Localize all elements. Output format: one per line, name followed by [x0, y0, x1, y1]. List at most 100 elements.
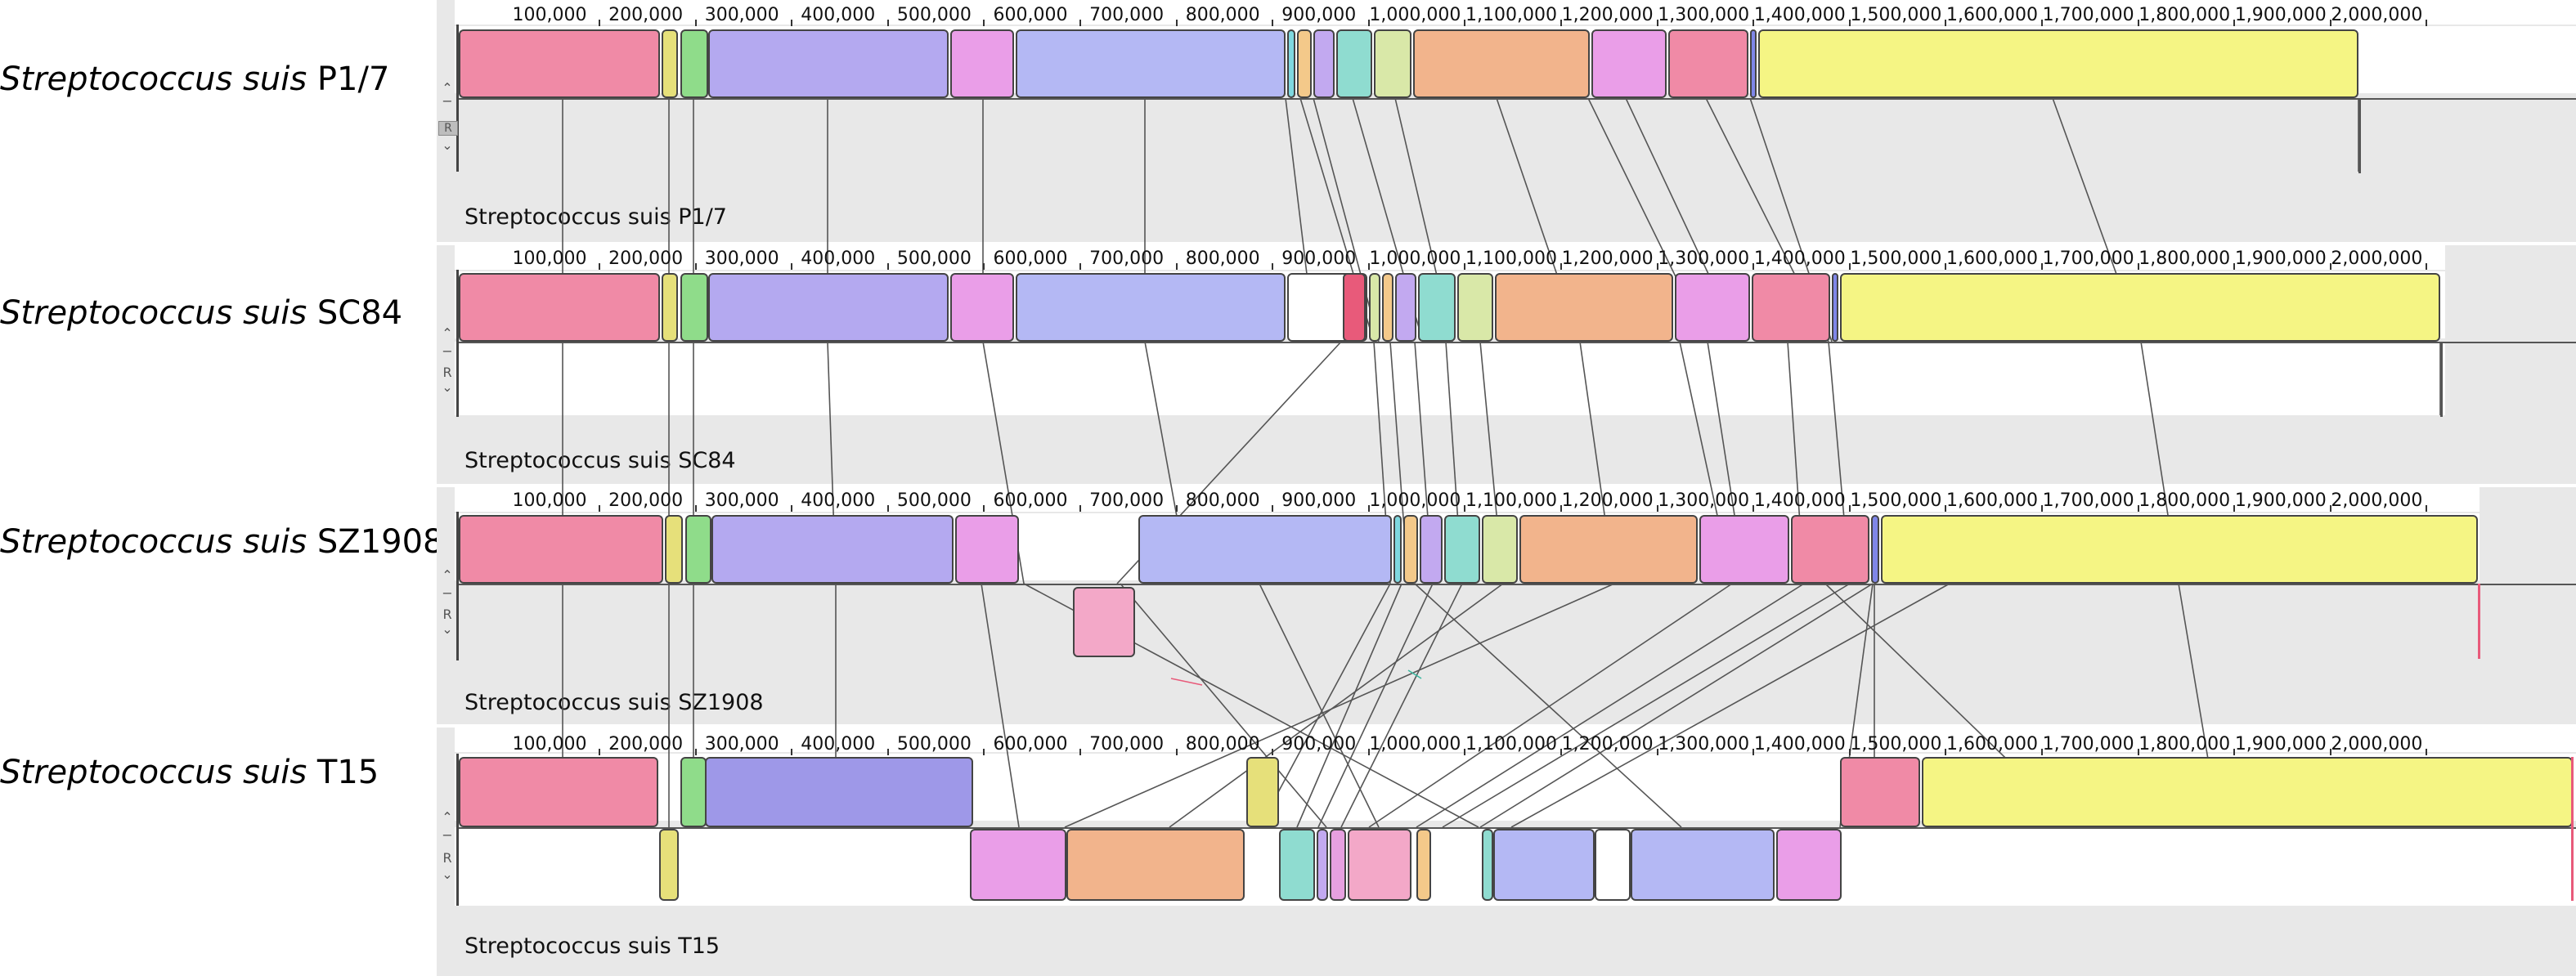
- hide-genome-button[interactable]: −: [442, 93, 453, 109]
- move-up-button[interactable]: ⌃: [442, 325, 453, 341]
- lcb-block[interactable]: [1750, 29, 1757, 98]
- lcb-block[interactable]: [955, 515, 1019, 584]
- hide-genome-button[interactable]: −: [442, 343, 453, 359]
- lcb-block[interactable]: [1871, 515, 1879, 584]
- reverse-complement-button[interactable]: R: [442, 607, 452, 622]
- lcb-block[interactable]: [950, 273, 1014, 342]
- lcb-block[interactable]: [1840, 273, 2440, 342]
- lcb-block[interactable]: [459, 515, 663, 584]
- lcb-block[interactable]: [1413, 29, 1590, 98]
- lcb-block[interactable]: [708, 273, 949, 342]
- lcb-block-reverse[interactable]: [1279, 829, 1315, 901]
- lcb-block[interactable]: [1393, 515, 1402, 584]
- lcb-block[interactable]: [1016, 29, 1286, 98]
- lcb-block[interactable]: [1832, 273, 1838, 342]
- lcb-block-reverse[interactable]: [1348, 829, 1411, 901]
- lcb-block[interactable]: [1297, 29, 1312, 98]
- lcb-block[interactable]: [1382, 273, 1393, 342]
- hide-genome-button[interactable]: −: [442, 827, 453, 843]
- lcb-block[interactable]: [662, 273, 678, 342]
- lcb-block[interactable]: [705, 757, 973, 827]
- ruler-tick-label: 500,000: [896, 490, 972, 511]
- lcb-block[interactable]: [1495, 273, 1673, 342]
- lcb-block[interactable]: [1482, 515, 1518, 584]
- ruler-tick-label: 1,200,000: [1561, 248, 1654, 269]
- ruler-tick-mark: [599, 505, 600, 512]
- lcb-block-reverse[interactable]: [1317, 829, 1328, 901]
- lcb-block[interactable]: [685, 515, 711, 584]
- lcb-block[interactable]: [711, 515, 954, 584]
- ruler-tick-label: 1,000,000: [1369, 5, 1461, 25]
- lcb-block[interactable]: [1420, 515, 1443, 584]
- lcb-block[interactable]: [1752, 273, 1830, 342]
- lcb-block[interactable]: [1675, 273, 1750, 342]
- ruler-tick-label: 800,000: [1185, 490, 1260, 511]
- lcb-block[interactable]: [662, 29, 678, 98]
- lcb-block-reverse[interactable]: [1073, 587, 1135, 657]
- ruler-tick-mark: [2233, 505, 2236, 512]
- lcb-block[interactable]: [1313, 29, 1335, 98]
- lcb-block[interactable]: [680, 757, 707, 827]
- lcb-block[interactable]: [680, 273, 708, 342]
- ruler-tick-label: 1,400,000: [1753, 734, 1846, 754]
- lcb-block[interactable]: [1668, 29, 1748, 98]
- lcb-block[interactable]: [459, 757, 658, 827]
- lcb-block-reverse[interactable]: [1776, 829, 1842, 901]
- lcb-block[interactable]: [1016, 273, 1286, 342]
- reverse-complement-button[interactable]: R: [442, 365, 452, 380]
- ruler-tick-mark: [1945, 20, 1947, 26]
- lcb-block[interactable]: [1922, 757, 2573, 827]
- move-down-button[interactable]: ⌄: [442, 866, 453, 882]
- lcb-block[interactable]: [1369, 273, 1380, 342]
- lcb-block[interactable]: [459, 273, 660, 342]
- lcb-block-reverse[interactable]: [1416, 829, 1431, 901]
- ruler-tick-label: 200,000: [608, 734, 684, 754]
- hide-genome-button[interactable]: −: [442, 585, 453, 601]
- lcb-block-reverse[interactable]: [970, 829, 1066, 901]
- lcb-block[interactable]: [1444, 515, 1480, 584]
- lcb-block[interactable]: [1246, 757, 1279, 827]
- lcb-block[interactable]: [680, 29, 708, 98]
- lcb-block-reverse[interactable]: [1493, 829, 1595, 901]
- lcb-block[interactable]: [1591, 29, 1667, 98]
- lcb-block[interactable]: [1519, 515, 1698, 584]
- lcb-block-reverse[interactable]: [1330, 829, 1346, 901]
- lcb-block-reverse[interactable]: [1631, 829, 1775, 901]
- lcb-block[interactable]: [459, 29, 660, 98]
- lcb-block[interactable]: [1138, 515, 1392, 584]
- lcb-block[interactable]: [1791, 515, 1869, 584]
- lcb-block[interactable]: [1840, 757, 1920, 827]
- lcb-block[interactable]: [1457, 273, 1493, 342]
- ruler-tick-label: 2,000,000: [2331, 490, 2423, 511]
- lcb-block[interactable]: [1395, 273, 1416, 342]
- lcb-block-reverse[interactable]: [1482, 829, 1493, 901]
- ruler-tick-label: 100,000: [512, 248, 587, 269]
- ruler-tick-label: 400,000: [801, 5, 876, 25]
- ruler-tick-label: 1,300,000: [1658, 490, 1750, 511]
- reverse-complement-button[interactable]: R: [438, 121, 458, 136]
- lcb-block-reverse[interactable]: [659, 829, 679, 901]
- move-up-button[interactable]: ⌃: [442, 80, 453, 96]
- lcb-block[interactable]: [1336, 29, 1372, 98]
- lcb-block[interactable]: [708, 29, 949, 98]
- lcb-block[interactable]: [665, 515, 683, 584]
- move-up-button[interactable]: ⌃: [442, 567, 453, 583]
- lcb-block[interactable]: [950, 29, 1014, 98]
- lcb-block[interactable]: [1287, 29, 1295, 98]
- lcb-block[interactable]: [1881, 515, 2478, 584]
- move-down-button[interactable]: ⌄: [442, 137, 453, 153]
- lcb-block[interactable]: [1418, 273, 1456, 342]
- lcb-block[interactable]: [1374, 29, 1411, 98]
- ruler-tick-label: 1,100,000: [1465, 734, 1557, 754]
- reverse-complement-button[interactable]: R: [442, 850, 452, 866]
- lcb-block[interactable]: [1699, 515, 1789, 584]
- move-up-button[interactable]: ⌃: [442, 809, 453, 825]
- lcb-block[interactable]: [1758, 29, 2358, 98]
- lcb-block-reverse[interactable]: [1595, 829, 1631, 901]
- lcb-block[interactable]: [1343, 273, 1366, 342]
- move-down-button[interactable]: ⌄: [442, 379, 453, 395]
- lcb-block-reverse[interactable]: [1066, 829, 1245, 901]
- lcb-block[interactable]: [1403, 515, 1418, 584]
- move-down-button[interactable]: ⌄: [442, 621, 453, 637]
- ruler-tick-mark: [791, 20, 793, 26]
